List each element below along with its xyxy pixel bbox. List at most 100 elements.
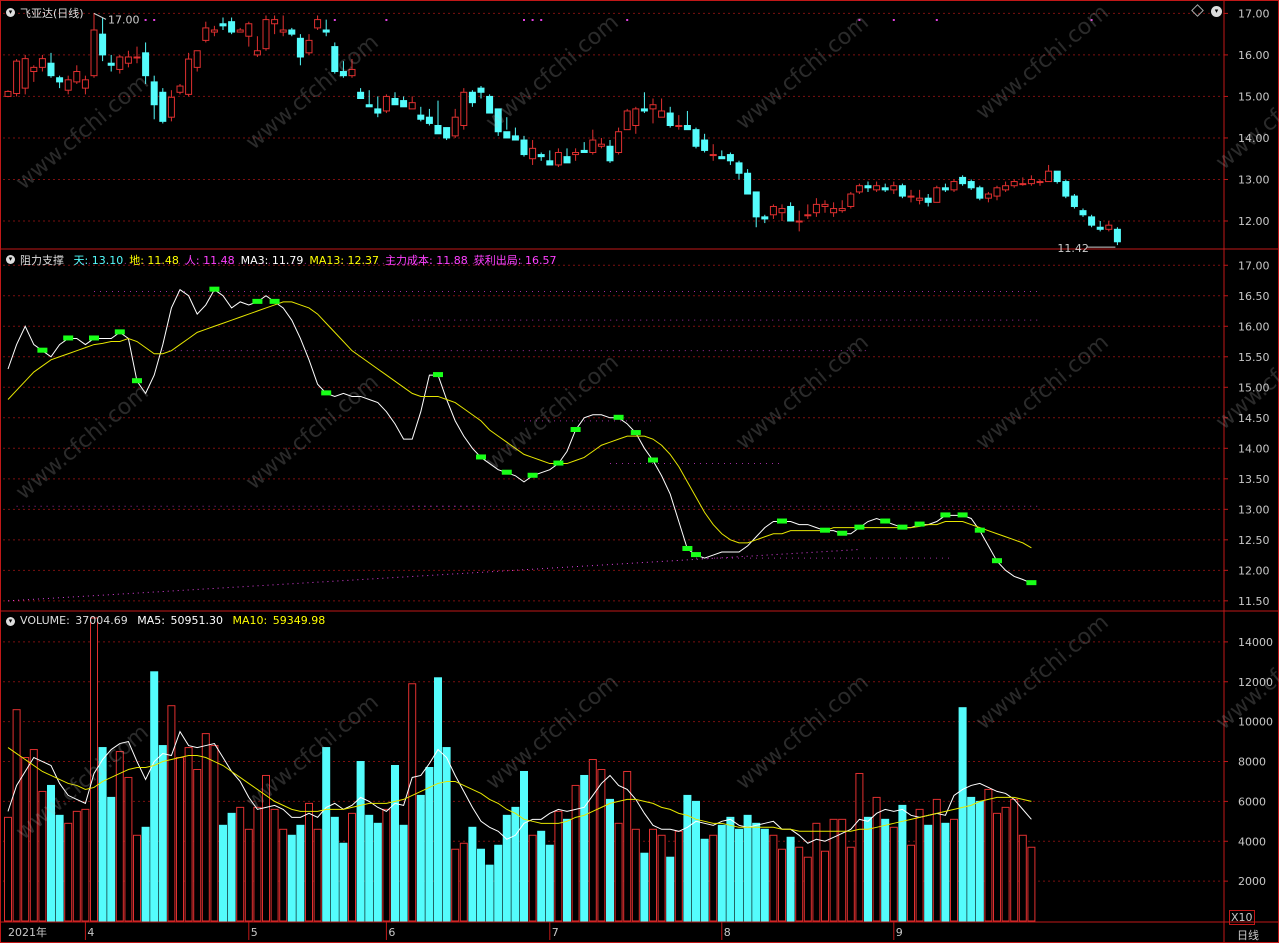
ind-signal-marker xyxy=(252,298,263,304)
candle-up xyxy=(348,68,356,77)
candle-up xyxy=(804,214,812,217)
candle-down xyxy=(1053,170,1061,183)
candle-down xyxy=(486,95,494,114)
candle-up xyxy=(1019,183,1027,186)
main-signal-dot xyxy=(153,19,156,21)
candle-down xyxy=(967,181,975,189)
main-signal-dot xyxy=(858,19,861,21)
stock-title: 飞亚达(日线) xyxy=(20,7,84,20)
candle-down xyxy=(718,156,726,160)
candle-up xyxy=(529,147,537,160)
volume-bar-up xyxy=(855,772,864,922)
volume-bar-down xyxy=(425,766,434,922)
volume-bar-up xyxy=(554,810,563,922)
volume-bar-up xyxy=(614,822,623,922)
candle-down xyxy=(219,23,227,27)
candle-up xyxy=(916,197,924,201)
volume-bar-down xyxy=(735,828,743,922)
ind-signal-marker xyxy=(777,518,787,524)
candle-up xyxy=(769,205,777,216)
volume-bar-up xyxy=(64,822,73,922)
ind-signal-marker xyxy=(648,457,658,463)
ind-signal-marker xyxy=(321,390,332,396)
candle-up xyxy=(4,90,12,97)
candle-down xyxy=(47,62,55,77)
volume-bar-up xyxy=(812,822,821,922)
volume-bar-down xyxy=(219,824,227,922)
main-signal-dot xyxy=(144,19,147,21)
volume-bar-down xyxy=(520,770,528,922)
indicator-collapse-icon[interactable]: ▾ xyxy=(6,255,15,264)
volume-bar-down xyxy=(717,824,726,922)
volume-bar-up xyxy=(709,834,718,922)
candle-down xyxy=(228,21,236,33)
ind-signal-marker xyxy=(837,530,848,536)
candle-down xyxy=(494,108,502,133)
candle-down xyxy=(941,187,949,191)
volume-bar-up xyxy=(115,751,124,922)
volume-bar-down xyxy=(924,824,933,922)
volume-bar-up xyxy=(262,774,270,922)
main-signal-dot xyxy=(626,19,629,21)
ind-signal-marker xyxy=(114,329,125,335)
main-signal-dot xyxy=(540,19,543,21)
volume-bar-down xyxy=(468,826,477,922)
ma5-label: MA5: xyxy=(137,614,166,627)
candle-up xyxy=(279,29,287,33)
volume-bar-up xyxy=(176,757,184,922)
panel-menu-icon[interactable]: ▾ xyxy=(1211,6,1222,17)
xaxis-label: 2021年 xyxy=(8,925,47,939)
candle-up xyxy=(993,187,1001,197)
candle-down xyxy=(752,191,760,218)
candle-up xyxy=(305,39,313,54)
indicator-item: 主力成本: 11.88 xyxy=(385,254,468,267)
candle-down xyxy=(425,116,433,124)
volume-bar-down xyxy=(537,830,546,922)
volume-unit: X10 xyxy=(1229,910,1255,925)
volume-bar-down xyxy=(356,761,365,922)
candle-up xyxy=(984,193,992,199)
volume-bar-up xyxy=(821,850,829,922)
volume-bar-down xyxy=(881,818,890,922)
candle-up xyxy=(236,29,244,33)
volume-bar-up xyxy=(915,808,924,922)
candle-down xyxy=(959,176,967,185)
candle-up xyxy=(38,58,46,68)
volume-bar-up xyxy=(38,790,47,922)
candle-down xyxy=(296,37,304,58)
vol-tick-label: 10000 xyxy=(1238,716,1273,729)
candle-down xyxy=(1088,216,1096,226)
candle-down xyxy=(580,149,588,153)
ind-signal-marker xyxy=(914,521,925,527)
candle-up xyxy=(176,85,184,93)
candle-down xyxy=(511,135,519,141)
volume-bar-up xyxy=(778,848,786,922)
candle-up xyxy=(838,208,846,212)
volume-bar-up xyxy=(4,816,12,922)
ind-ma13-line xyxy=(7,301,1032,549)
ind-signal-marker xyxy=(37,347,48,353)
period-label[interactable]: 日线 xyxy=(1237,929,1259,942)
main-signal-dot xyxy=(531,19,534,21)
collapse-icon[interactable]: ▾ xyxy=(6,8,15,17)
volume-bar-up xyxy=(236,806,245,922)
volume-bar-down xyxy=(640,852,649,922)
volume-bar-up xyxy=(201,733,210,922)
volume-collapse-icon[interactable]: ▾ xyxy=(6,617,15,626)
ind-signal-marker xyxy=(974,527,985,533)
candle-up xyxy=(133,56,141,59)
candle-up xyxy=(1105,224,1113,230)
candle-up xyxy=(795,220,803,223)
candle-up xyxy=(572,151,580,156)
candle-down xyxy=(666,112,674,127)
ind-tick-label: 12.50 xyxy=(1238,534,1270,547)
candle-down xyxy=(339,71,347,77)
candle-down xyxy=(417,114,425,120)
volume-bar-up xyxy=(210,745,219,922)
volume-bar-up xyxy=(872,796,881,922)
candle-up xyxy=(623,110,631,131)
volume-bar-up xyxy=(124,776,133,922)
volume-bar-up xyxy=(133,834,141,922)
candle-down xyxy=(1096,226,1104,230)
high-marker-label: 17.00 xyxy=(108,13,140,26)
